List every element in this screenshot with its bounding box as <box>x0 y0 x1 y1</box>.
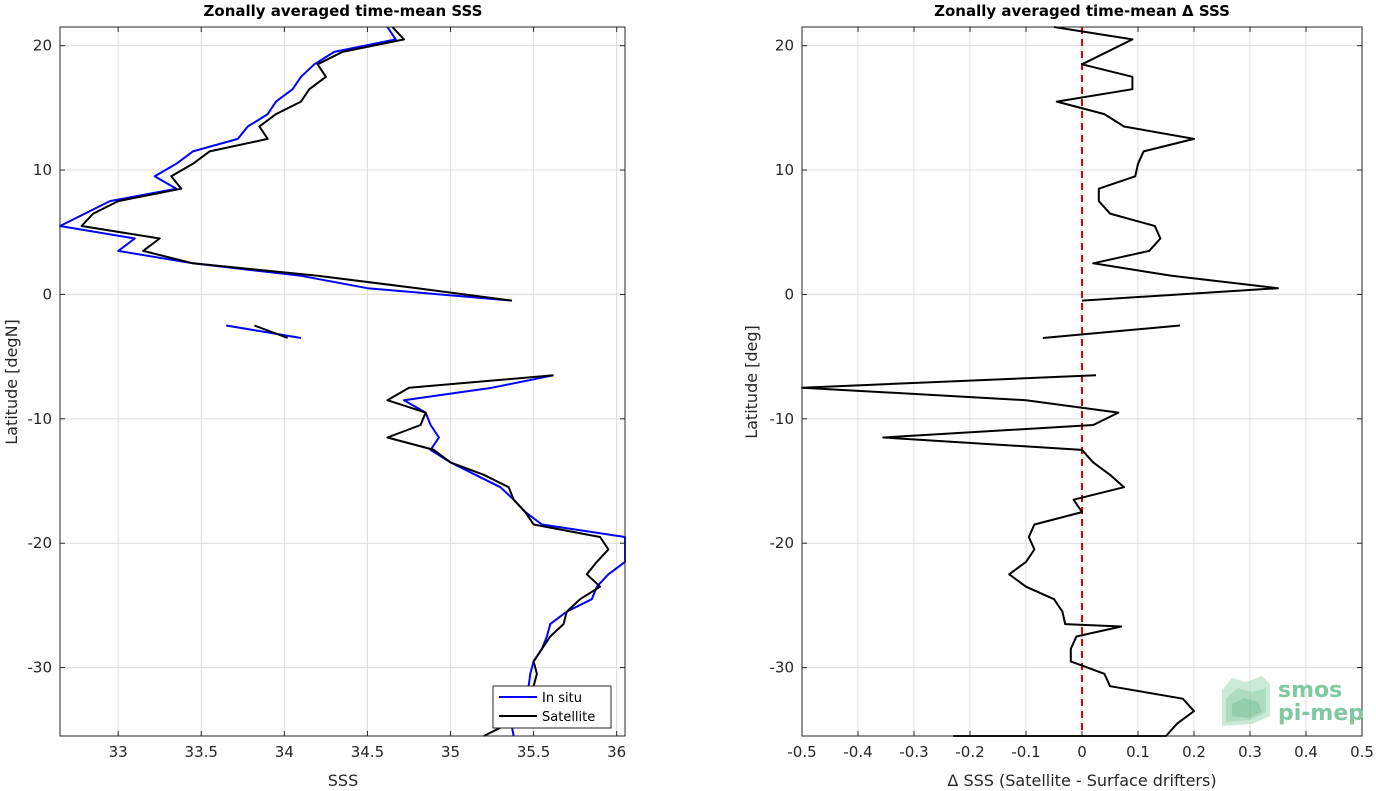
y-tick-label: 10 <box>33 161 52 179</box>
y-tick-label: -10 <box>28 410 53 428</box>
x-tick-label: 36 <box>607 743 626 761</box>
x-tick-label: 33.5 <box>185 743 218 761</box>
delta-sss-line-segment <box>1042 324 1181 339</box>
delta-sss-line-segment <box>801 374 1195 737</box>
right-series-lines <box>801 26 1279 737</box>
y-tick-label: -20 <box>770 534 795 552</box>
satellite-line-segment <box>80 26 513 302</box>
x-tick-label: 33 <box>109 743 128 761</box>
x-tick-label: 0.5 <box>1350 743 1374 761</box>
y-tick-label: 0 <box>784 285 794 303</box>
in-situ-line-segment <box>403 374 626 737</box>
right-y-tick-labels: -30 -20 -10 0 10 20 <box>770 37 1362 677</box>
x-tick-label: 0.4 <box>1294 743 1318 761</box>
satellite-line-segment <box>254 324 289 339</box>
left-y-tick-labels: -30 -20 -10 0 10 20 <box>28 37 625 677</box>
x-tick-label: 35 <box>441 743 460 761</box>
logo-emblem-icon <box>1222 676 1270 726</box>
left-x-tick-labels: 33 33.5 34 34.5 35 35.5 36 <box>109 27 626 761</box>
x-tick-label: -0.3 <box>899 743 928 761</box>
x-tick-label: 34 <box>275 743 294 761</box>
satellite-line-segment <box>386 374 610 737</box>
y-tick-label: -30 <box>28 659 53 677</box>
x-tick-label: -0.4 <box>843 743 872 761</box>
legend-label-in-situ: In situ <box>542 691 582 706</box>
right-axes-frame <box>801 26 1363 737</box>
x-tick-label: 0.1 <box>1126 743 1150 761</box>
in-situ-line-segment <box>226 324 302 339</box>
left-axes-frame <box>59 26 626 737</box>
y-tick-label: 20 <box>33 37 52 55</box>
right-x-tick-labels: -0.5 -0.4 -0.3 -0.2 -0.1 0 0.1 0.2 0.3 0.4 0.5 <box>787 27 1374 761</box>
x-tick-label: -0.1 <box>1011 743 1040 761</box>
x-tick-label: 0.3 <box>1238 743 1262 761</box>
y-tick-label: -30 <box>770 659 795 677</box>
x-tick-label: 0 <box>1077 743 1087 761</box>
legend: In situ Satellite <box>492 685 612 729</box>
y-tick-label: -10 <box>770 410 795 428</box>
right-chart-title: Zonally averaged time-mean Δ SSS <box>934 2 1230 20</box>
x-tick-label: 34.5 <box>351 743 384 761</box>
left-series-lines <box>59 26 626 737</box>
left-chart-title: Zonally averaged time-mean SSS <box>204 2 483 20</box>
left-panel: Zonally averaged time-mean SSS 33 33.5 34 3… <box>2 2 626 790</box>
y-tick-label: 20 <box>775 37 794 55</box>
logo-text-line1: smos <box>1278 678 1342 703</box>
x-tick-label: 0.2 <box>1182 743 1206 761</box>
delta-sss-line-segment <box>1053 26 1279 302</box>
logo-text-line2: pi-mep <box>1278 701 1364 726</box>
y-tick-label: 10 <box>775 161 794 179</box>
left-y-axis-label: Latitude [degN] <box>2 319 21 445</box>
x-tick-label: -0.5 <box>787 743 816 761</box>
left-grid <box>60 27 625 736</box>
legend-box <box>492 685 612 729</box>
y-tick-label: 0 <box>42 285 52 303</box>
legend-label-satellite: Satellite <box>542 710 595 725</box>
right-x-axis-label: Δ SSS (Satellite - Surface drifters) <box>947 771 1216 790</box>
smos-pi-mep-logo: smos pi-mep <box>1222 676 1364 726</box>
left-x-axis-label: SSS <box>328 771 358 790</box>
x-tick-label: 35.5 <box>517 743 550 761</box>
y-tick-label: -20 <box>28 534 53 552</box>
right-y-axis-label: Latitude [deg] <box>742 325 761 439</box>
right-panel: Zonally averaged time-mean Δ SSS -0.5 -0.… <box>742 2 1374 790</box>
in-situ-line-segment <box>59 26 513 302</box>
x-tick-label: -0.2 <box>955 743 984 761</box>
